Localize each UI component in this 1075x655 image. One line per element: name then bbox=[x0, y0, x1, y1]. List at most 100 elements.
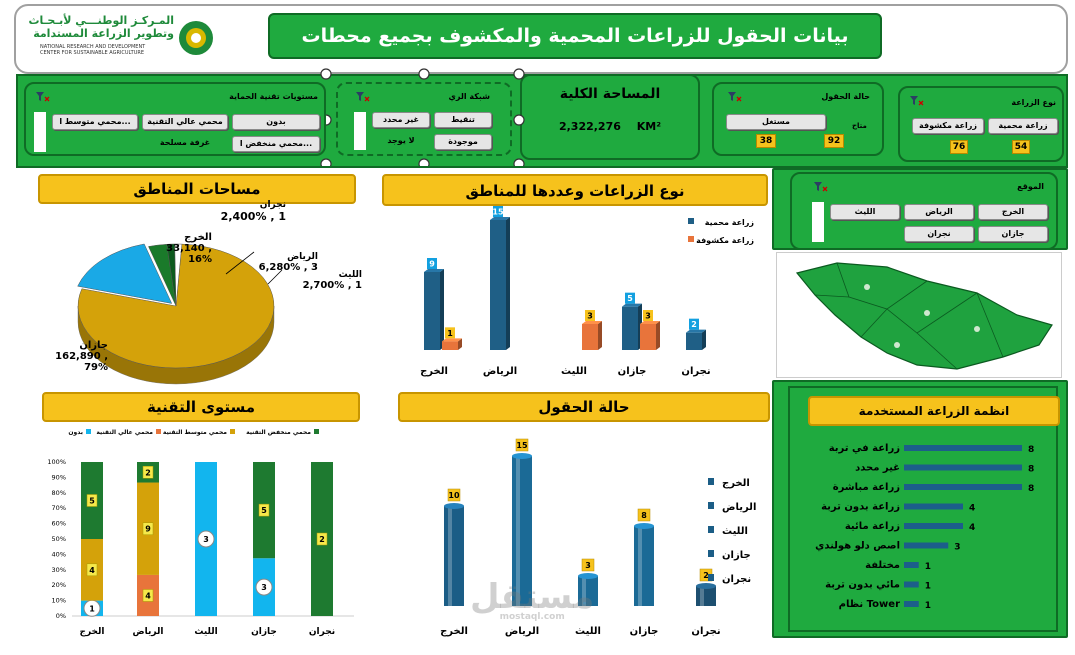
data-label: 2 bbox=[691, 320, 697, 329]
location-slicer[interactable]: الموقع الخرج الرياض الليث جازان نجران bbox=[790, 172, 1058, 250]
data-label: 1 bbox=[925, 582, 931, 592]
count-available: 38 bbox=[756, 134, 776, 148]
pie-label-riyadh: الرياض 3 , 6,280% bbox=[258, 252, 318, 273]
x-tick-label: الخرج bbox=[79, 627, 104, 637]
data-label: 10 bbox=[448, 491, 460, 500]
data-label: 8 bbox=[641, 511, 647, 520]
y-tick-label: نظام Tower bbox=[839, 599, 900, 610]
pie-label-jazan: جازان, 162,890 79% bbox=[55, 340, 108, 373]
systems-bar-chart: زراعة في تربة 8 غير محدد 8 زراعة مباشرة 8 زراع… bbox=[815, 443, 1034, 611]
pie-label-laith: الليث 1 , 2,700% bbox=[302, 270, 362, 291]
clear-filter-icon[interactable] bbox=[36, 92, 50, 102]
legend-label: بدون bbox=[68, 429, 83, 436]
bar-top bbox=[424, 269, 444, 272]
y-tick-label: 50% bbox=[52, 535, 66, 543]
total-area-card: المساحة الكلية 2,322,276 KM² bbox=[520, 74, 700, 160]
data-label-box bbox=[316, 532, 328, 546]
chip-najran[interactable]: نجران bbox=[904, 226, 974, 242]
chip-none-tech[interactable]: بدون bbox=[232, 114, 320, 130]
legend-label: الليث bbox=[722, 526, 748, 537]
x-tick-label: الليث bbox=[561, 366, 587, 377]
data-label-box bbox=[515, 438, 529, 452]
slicer-scrollbar[interactable] bbox=[812, 202, 824, 242]
data-label: 1 bbox=[925, 601, 931, 611]
chip-riyadh[interactable]: الرياض bbox=[904, 204, 974, 220]
clear-filter-icon[interactable] bbox=[728, 92, 742, 102]
clear-filter-icon[interactable] bbox=[910, 96, 924, 106]
data-label: 5 bbox=[261, 506, 267, 515]
chip-unspecified[interactable]: غير محدد bbox=[372, 112, 430, 128]
y-tick-label: 40% bbox=[52, 550, 66, 558]
slicer-scrollbar[interactable] bbox=[354, 112, 366, 150]
farming-type-slicer[interactable]: نوع الزراعة زراعة محمية زراعة مكشوفة 54 … bbox=[898, 86, 1064, 162]
legend-swatch bbox=[86, 429, 91, 434]
y-tick-label: 70% bbox=[52, 504, 66, 512]
legend-swatch bbox=[688, 218, 694, 224]
data-label: 5 bbox=[89, 497, 95, 506]
chip-exists[interactable]: موجودة bbox=[434, 134, 492, 150]
protection-slicer[interactable]: مستويات تقنية الحماية بدون محمي عالي الت… bbox=[24, 82, 326, 156]
clear-filter-icon[interactable] bbox=[814, 182, 828, 192]
data-label: 5 bbox=[627, 294, 633, 303]
y-tick-label: مختلفة bbox=[865, 560, 900, 571]
x-tick-label: الرياض bbox=[483, 366, 517, 377]
slicer-scrollbar[interactable] bbox=[34, 112, 46, 152]
bar-زراعة محمية bbox=[622, 306, 638, 350]
data-label: 1 bbox=[89, 604, 95, 613]
data-label-box bbox=[142, 466, 154, 479]
chip-armored-room[interactable]: غرفة مسلحة bbox=[159, 138, 211, 147]
data-label: 4 bbox=[969, 504, 975, 514]
legend-swatch bbox=[708, 502, 714, 509]
chip-mid-tech[interactable]: محمي متوسط ا... bbox=[52, 114, 138, 130]
y-tick-label: 30% bbox=[52, 566, 66, 574]
chip-used[interactable]: مستغل bbox=[726, 114, 826, 130]
irrigation-slicer[interactable]: شبكة الري تنقيط غير محدد موجودة لا يوجد bbox=[336, 82, 512, 156]
data-label: 4 bbox=[145, 591, 151, 600]
bar-نجران bbox=[696, 586, 716, 606]
bar-نظام Tower bbox=[904, 601, 919, 607]
chip-kharj[interactable]: الخرج bbox=[978, 204, 1048, 220]
data-label-box bbox=[447, 488, 461, 502]
y-tick-label: زراعة بدون تربة bbox=[821, 502, 900, 513]
bar-top bbox=[696, 583, 716, 589]
data-label: 9 bbox=[145, 525, 151, 534]
legend-label: محمي متوسط التقنية bbox=[163, 429, 227, 436]
clear-filter-icon[interactable] bbox=[356, 92, 370, 102]
data-label: 15 bbox=[516, 441, 528, 450]
count-used: 92 bbox=[824, 134, 844, 148]
data-label-box bbox=[643, 310, 653, 321]
selection-handles[interactable] bbox=[320, 66, 530, 166]
x-tick-label: الخرج bbox=[440, 626, 468, 637]
chip-jazan[interactable]: جازان bbox=[978, 226, 1048, 242]
chip-high-tech[interactable]: محمي عالي التقنية bbox=[142, 114, 228, 130]
bar-زراعة في تربة bbox=[904, 445, 1022, 451]
data-label: 3 bbox=[587, 312, 593, 321]
chip-open[interactable]: زراعة مكشوفة bbox=[912, 118, 984, 134]
x-tick-label: جازان bbox=[618, 366, 647, 377]
available-label: متاح bbox=[852, 122, 867, 130]
chip-drip[interactable]: تنقيط bbox=[434, 112, 492, 128]
chip-low-tech[interactable]: محمي منخفض ا... bbox=[232, 136, 320, 152]
x-tick-label: جازان bbox=[630, 626, 659, 637]
data-label: 8 bbox=[1028, 484, 1034, 494]
y-tick-label: غير محدد bbox=[855, 463, 900, 474]
bar-اصص دلو هولندي bbox=[904, 542, 949, 549]
x-tick-label: الليث bbox=[194, 627, 217, 637]
bar-top bbox=[444, 503, 464, 509]
logo-en-line-2: CENTER FOR SUSTAINABLE AGRICULTURE bbox=[40, 50, 144, 56]
chip-protected[interactable]: زراعة محمية bbox=[988, 118, 1058, 134]
data-label-box bbox=[493, 206, 503, 217]
chip-laith[interactable]: الليث bbox=[830, 204, 900, 220]
bar-مائي بدون تربة bbox=[904, 581, 919, 588]
data-label: 9 bbox=[429, 260, 435, 269]
data-label: 15 bbox=[492, 208, 504, 217]
y-tick-label: زراعة في تربة bbox=[829, 443, 901, 454]
x-tick-label: الخرج bbox=[420, 366, 448, 377]
field-status-slicer[interactable]: حالة الحقول مستغل متاح 92 38 bbox=[712, 82, 884, 156]
data-label-box bbox=[585, 310, 595, 321]
data-label: 3 bbox=[261, 583, 267, 592]
status-bar-chart: 10 الخرج 15 الرياض 3 الليث 8 جازان 2 نجران الخرج ال… bbox=[440, 438, 756, 637]
y-tick-label: زراعة مباشرة bbox=[833, 482, 901, 493]
chip-none[interactable]: لا يوجد bbox=[387, 136, 415, 145]
data-label-bubble bbox=[197, 530, 215, 548]
